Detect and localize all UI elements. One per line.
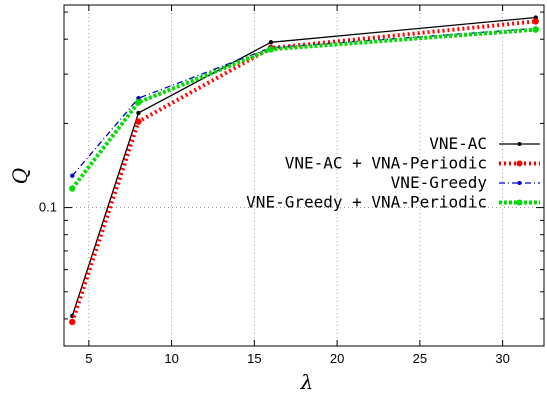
legend-label: VNE-AC + VNA-Periodic	[285, 154, 487, 173]
legend-label: VNE-Greedy	[391, 173, 488, 192]
legend-label: VNE-Greedy + VNA-Periodic	[246, 193, 487, 212]
series-layer	[69, 15, 539, 326]
x-tick-label: 15	[247, 351, 261, 366]
x-axis-label: λ	[300, 370, 314, 394]
series-line-2	[71, 27, 536, 177]
legend-marker	[517, 142, 522, 146]
data-point	[532, 18, 539, 25]
series-line-1	[70, 19, 536, 323]
data-point	[532, 26, 539, 33]
x-tick-label: 5	[85, 351, 92, 366]
grid	[64, 5, 544, 346]
data-point	[135, 118, 142, 125]
plot-frame	[63, 4, 545, 347]
legend-marker	[516, 199, 523, 206]
legend-label: VNE-AC	[429, 134, 487, 153]
data-point	[69, 185, 76, 192]
x-tick-label: 10	[164, 351, 178, 366]
data-point	[135, 99, 142, 106]
data-point	[267, 46, 275, 53]
data-point	[268, 40, 274, 45]
x-tick-label: 25	[413, 351, 427, 366]
data-point	[136, 110, 141, 116]
legend-marker	[516, 160, 523, 167]
data-point	[70, 173, 75, 178]
legend-marker	[517, 181, 522, 185]
y-axis-label: Q	[8, 168, 32, 184]
series-line-0	[71, 16, 536, 317]
y-tick-label: 0.1	[39, 200, 57, 215]
x-tick-label: 20	[330, 351, 344, 366]
x-tick-label: 30	[495, 351, 509, 366]
data-point	[69, 318, 76, 326]
ticks: 5 10 15 20 25 30 0.1	[39, 5, 544, 366]
axes	[63, 4, 545, 347]
